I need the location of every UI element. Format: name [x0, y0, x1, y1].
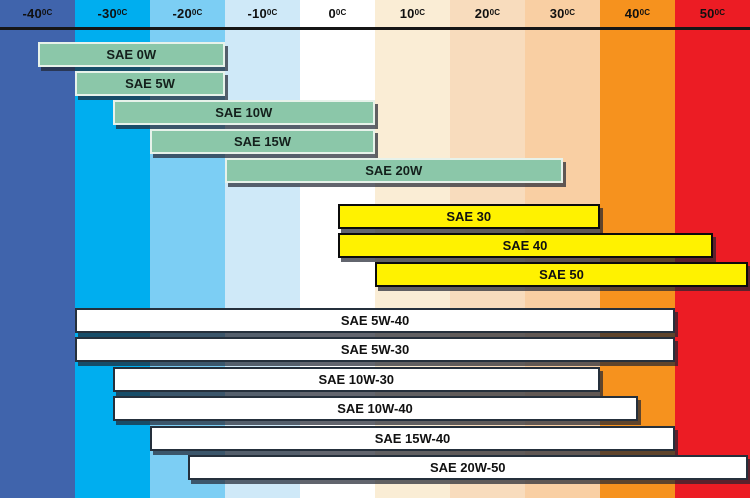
- bar-sae-5w-30: SAE 5W-30: [75, 337, 675, 362]
- axis-tick-label: 0 0C: [328, 6, 347, 21]
- temp-band-minus40: [0, 0, 75, 498]
- axis-tick-label: 40 0C: [624, 6, 651, 21]
- axis-tick-label: -20 0C: [172, 6, 203, 21]
- bar-sae-20w: SAE 20W: [225, 158, 563, 183]
- temp-band-minus10: [225, 0, 300, 498]
- bar-sae-10w-40: SAE 10W-40: [112, 396, 638, 421]
- bar-sae-40: SAE 40: [337, 233, 713, 258]
- bar-sae-15w: SAE 15W: [150, 129, 375, 154]
- axis-tick-label: 10 0C: [399, 6, 426, 21]
- bar-sae-0w: SAE 0W: [37, 42, 225, 67]
- bar-sae-50: SAE 50: [375, 262, 748, 287]
- bar-sae-5w: SAE 5W: [75, 71, 225, 96]
- bar-sae-20w-50: SAE 20W-50: [187, 455, 748, 480]
- axis-tick-label: -40 0C: [22, 6, 53, 21]
- axis-tick-label: 20 0C: [474, 6, 501, 21]
- bar-sae-5w-40: SAE 5W-40: [75, 308, 675, 333]
- axis-tick-label: 50 0C: [699, 6, 726, 21]
- axis-tick-label: 30 0C: [549, 6, 576, 21]
- bar-sae-15w-40: SAE 15W-40: [150, 426, 675, 451]
- bar-sae-10w-30: SAE 10W-30: [112, 367, 600, 392]
- axis-tick-label: -10 0C: [247, 6, 278, 21]
- temperature-axis: -40 0C -30 0C -20 0C -10 0C 0 0C 10 0C 20 0C 30 0C 40 0C 5…: [0, 0, 750, 30]
- axis-tick-label: -30 0C: [97, 6, 128, 21]
- bar-sae-10w: SAE 10W: [112, 100, 375, 125]
- bar-sae-30: SAE 30: [337, 204, 600, 229]
